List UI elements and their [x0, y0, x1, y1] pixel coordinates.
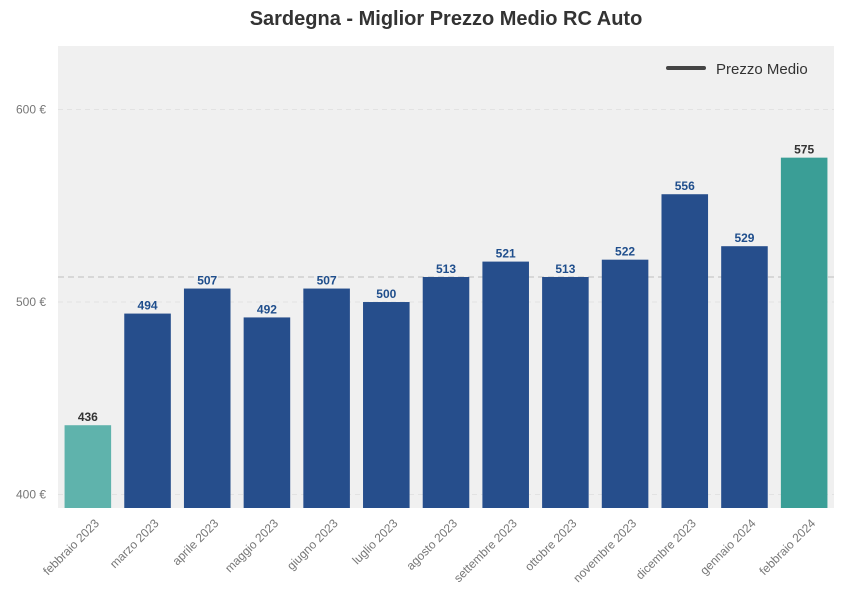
- chart-title: Sardegna - Miglior Prezzo Medio RC Auto: [250, 8, 643, 30]
- bar: [183, 288, 231, 508]
- bar-value-label: 575: [794, 143, 814, 157]
- y-axis-ticks: 400 € 500 € 600 €: [16, 103, 46, 502]
- bar: [780, 157, 828, 508]
- bar: [363, 302, 410, 508]
- y-tick-label: 600 €: [16, 103, 46, 117]
- bar: [64, 425, 112, 508]
- bar-value-label: 507: [317, 274, 337, 288]
- bar-value-label: 436: [78, 410, 98, 424]
- bar: [303, 288, 350, 508]
- bar: [542, 277, 589, 508]
- bar: [721, 246, 768, 508]
- bar-value-label: 513: [436, 262, 456, 276]
- bar-value-label: 529: [734, 231, 754, 245]
- bar-value-label: 492: [257, 302, 277, 316]
- bar-value-label: 494: [138, 299, 158, 313]
- legend-label: Prezzo Medio: [716, 61, 808, 78]
- y-tick-label: 500 €: [16, 295, 46, 309]
- bar-value-label: 521: [496, 247, 516, 261]
- bar-value-label: 507: [197, 274, 217, 288]
- bar: [422, 277, 470, 508]
- bar: [243, 317, 291, 508]
- legend: Prezzo Medio: [666, 61, 808, 78]
- bar-value-label: 513: [555, 262, 575, 276]
- bar: [124, 313, 171, 508]
- bar-value-label: 500: [376, 287, 396, 301]
- bar-value-label: 522: [615, 245, 635, 259]
- bar: [661, 194, 709, 508]
- bar: [601, 259, 649, 508]
- y-tick-label: 400 €: [16, 488, 46, 502]
- bar: [482, 261, 529, 508]
- bars: [64, 157, 828, 508]
- bar-value-label: 556: [675, 179, 695, 193]
- bar-labels: 436 494 507 492 507 500 513 521 513 522 556 529 575: [78, 143, 815, 425]
